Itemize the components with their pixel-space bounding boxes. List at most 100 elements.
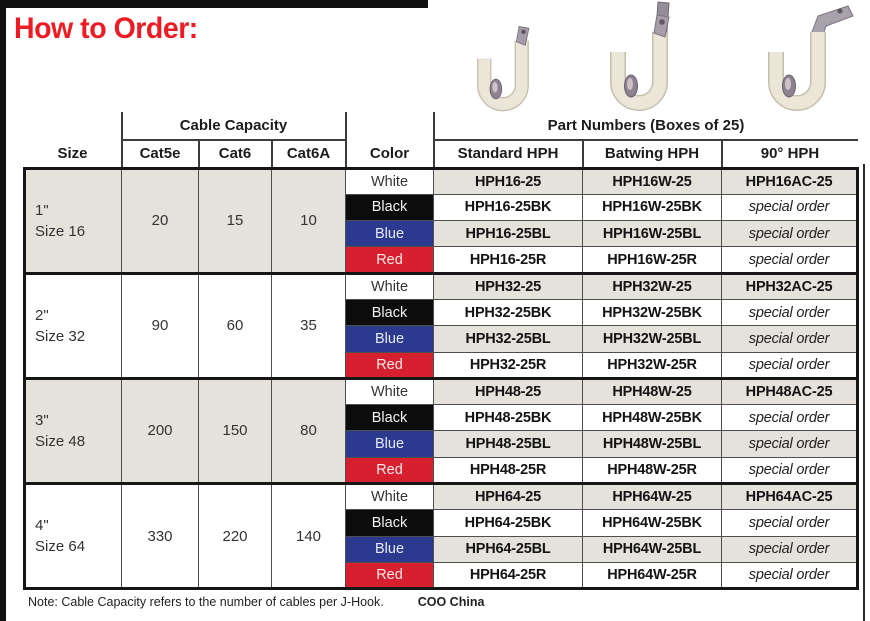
table-row: Red HPH48-25R HPH48W-25R special order xyxy=(25,456,859,485)
table-row: Red HPH64-25R HPH64W-25R special order xyxy=(25,561,859,590)
ninety-part-number-cell: special order xyxy=(720,351,859,379)
standard-part-number-cell: HPH48-25BL xyxy=(433,430,583,458)
coo-label: COO China xyxy=(417,595,485,609)
ninety-part-number-cell: HPH32AC-25 xyxy=(720,271,859,300)
size-subtitle: Size 64 xyxy=(35,538,86,556)
size-header-spacer xyxy=(25,112,122,140)
standard-part-number-cell: HPH16-25BK xyxy=(433,193,583,222)
standard-part-number-cell: HPH32-25R xyxy=(433,351,583,379)
color-swatch: Red xyxy=(345,246,434,274)
size-subtitle: Size 48 xyxy=(35,432,86,450)
header-row-columns: Size Cat5e Cat6 Cat6A Color Standard HPH… xyxy=(25,140,858,168)
standard-part-number-cell: HPH64-25R xyxy=(433,561,583,590)
cable-capacity-header: Cable Capacity xyxy=(120,112,347,141)
color-swatch: White xyxy=(345,482,434,511)
batwing-part-number-cell: HPH64W-25R xyxy=(582,561,722,590)
order-table: Cable Capacity Part Numbers (Boxes of 25… xyxy=(23,112,859,590)
table-row: Blue HPH48-25BL HPH48W-25BL special order xyxy=(25,430,859,458)
cat6a-column-header: Cat6A xyxy=(270,140,346,168)
batwing-part-number-cell: HPH64W-25 xyxy=(582,482,722,511)
standard-part-number-cell: HPH48-25 xyxy=(433,376,583,406)
batwing-part-number-cell: HPH32W-25BK xyxy=(582,298,722,327)
color-column-header: Color xyxy=(344,140,434,168)
cat5e-capacity-cell: 20 xyxy=(121,166,199,274)
batwing-part-number-cell: HPH48W-25BK xyxy=(582,404,722,432)
table-row: Blue HPH64-25BL HPH64W-25BL special order xyxy=(25,535,859,563)
color-swatch: Blue xyxy=(345,325,434,353)
standard-part-number-cell: HPH48-25BK xyxy=(433,404,583,432)
batwing-part-number-cell: HPH32W-25 xyxy=(582,271,722,300)
page-title: How to Order: xyxy=(14,12,198,45)
table-row: Blue HPH16-25BL HPH16W-25BL special order xyxy=(25,220,859,248)
part-numbers-header: Part Numbers (Boxes of 25) xyxy=(432,112,858,141)
ninety-part-number-cell: special order xyxy=(720,246,859,274)
size-cell: 2" Size 32 xyxy=(24,271,122,379)
cat6-capacity-cell: 60 xyxy=(198,271,272,379)
color-swatch: Red xyxy=(345,561,434,590)
size-cell: 3" Size 48 xyxy=(24,376,122,485)
color-swatch: White xyxy=(345,376,434,406)
cat6a-capacity-cell: 35 xyxy=(271,271,346,379)
size-cell: 1" Size 16 xyxy=(24,166,122,274)
batwing-part-number-cell: HPH16W-25R xyxy=(582,246,722,274)
color-swatch: Red xyxy=(345,456,434,485)
cat6-capacity-cell: 15 xyxy=(198,166,272,274)
table-row: Black HPH64-25BK HPH64W-25BK special order xyxy=(25,509,859,537)
cat6a-capacity-cell: 10 xyxy=(271,166,346,274)
color-swatch: White xyxy=(345,271,434,300)
standard-part-number-cell: HPH16-25R xyxy=(433,246,583,274)
batwing-part-number-cell: HPH16W-25BL xyxy=(582,220,722,248)
batwing-part-number-cell: HPH32W-25R xyxy=(582,351,722,379)
note-text: Note: Cable Capacity refers to the numbe… xyxy=(28,595,384,609)
ninety-part-number-cell: special order xyxy=(720,430,859,458)
ninety-part-number-cell: HPH16AC-25 xyxy=(720,166,859,195)
page-edge-left-bar xyxy=(0,0,6,621)
cat6-capacity-cell: 150 xyxy=(198,376,272,485)
batwing-part-number-cell: HPH48W-25 xyxy=(582,376,722,406)
page-column-divider xyxy=(863,164,865,621)
batwing-part-number-cell: HPH64W-25BK xyxy=(582,509,722,537)
cat5e-capacity-cell: 90 xyxy=(121,271,199,379)
standard-hph-column-header: Standard HPH xyxy=(432,140,583,168)
color-swatch: Blue xyxy=(345,220,434,248)
size-label: 2" xyxy=(35,306,49,324)
90-degree-hph-photo-icon xyxy=(768,5,854,111)
cat5e-capacity-cell: 200 xyxy=(121,376,199,485)
table-row: Black HPH16-25BK HPH16W-25BK special order xyxy=(25,193,859,222)
size-column-header: Size xyxy=(57,144,88,162)
standard-part-number-cell: HPH32-25BK xyxy=(433,298,583,327)
ninety-part-number-cell: special order xyxy=(720,298,859,327)
order-table-body: 1" Size 16 20 15 10 White HPH16-25 HPH16W-25 HPH… xyxy=(24,166,859,590)
cat6-capacity-cell: 220 xyxy=(198,482,272,590)
cat6-column-header: Cat6 xyxy=(197,140,272,168)
batwing-part-number-cell: HPH16W-25 xyxy=(582,166,722,195)
size-label: 4" xyxy=(35,517,49,535)
table-row: 3" Size 48 200 150 80 White HPH48-25 HPH48W-25 H… xyxy=(24,376,859,485)
size-subtitle: Size 16 xyxy=(35,222,86,240)
ninety-part-number-cell: special order xyxy=(720,561,859,590)
batwing-hph-column-header: Batwing HPH xyxy=(581,140,722,168)
cat5e-capacity-cell: 330 xyxy=(121,482,199,590)
table-row: 4" Size 64 330 220 140 White HPH64-25 HPH64W-25… xyxy=(24,482,859,590)
cat6a-capacity-cell: 140 xyxy=(271,482,346,590)
standard-part-number-cell: HPH32-25BL xyxy=(433,325,583,353)
ninety-part-number-cell: special order xyxy=(720,193,859,222)
standard-part-number-cell: HPH64-25BL xyxy=(433,535,583,563)
color-swatch: Black xyxy=(345,193,434,222)
order-table-head: Cable Capacity Part Numbers (Boxes of 25… xyxy=(25,112,858,168)
batwing-part-number-cell: HPH64W-25BL xyxy=(582,535,722,563)
standard-part-number-cell: HPH64-25 xyxy=(433,482,583,511)
color-swatch: Black xyxy=(345,298,434,327)
cat5e-column-header: Cat5e xyxy=(120,140,199,168)
ninety-part-number-cell: special order xyxy=(720,509,859,537)
ninety-part-number-cell: HPH64AC-25 xyxy=(720,482,859,511)
color-swatch: Blue xyxy=(345,430,434,458)
header-row-groups: Cable Capacity Part Numbers (Boxes of 25… xyxy=(25,112,858,141)
batwing-part-number-cell: HPH16W-25BK xyxy=(582,193,722,222)
footer-note: Note: Cable Capacity refers to the numbe… xyxy=(28,595,484,609)
ninety-part-number-cell: special order xyxy=(720,325,859,353)
batwing-part-number-cell: HPH48W-25BL xyxy=(582,430,722,458)
table-row: Red HPH16-25R HPH16W-25R special order xyxy=(25,246,859,274)
color-swatch: Red xyxy=(345,351,434,379)
